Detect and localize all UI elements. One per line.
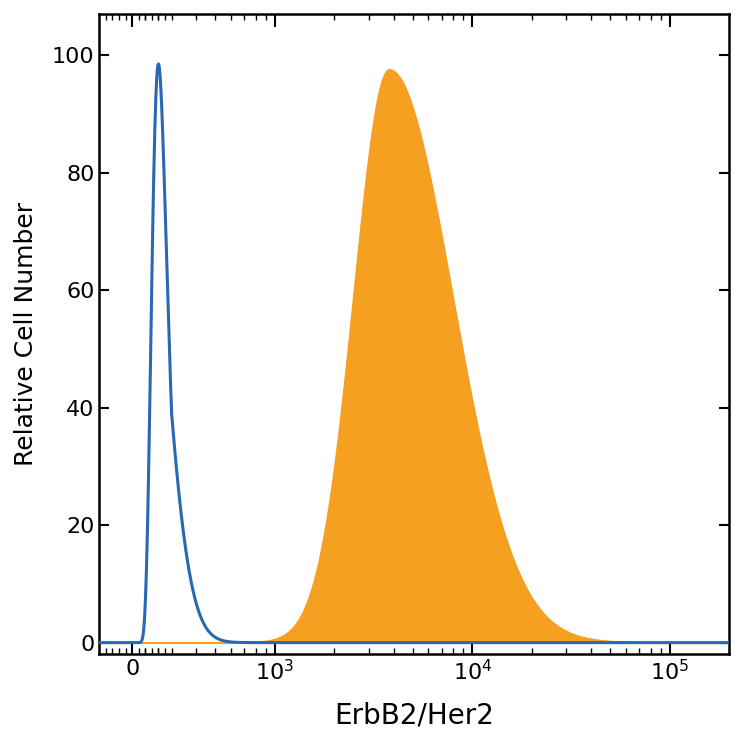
Y-axis label: Relative Cell Number: Relative Cell Number (14, 202, 38, 466)
X-axis label: ErbB2/Her2: ErbB2/Her2 (334, 701, 494, 729)
